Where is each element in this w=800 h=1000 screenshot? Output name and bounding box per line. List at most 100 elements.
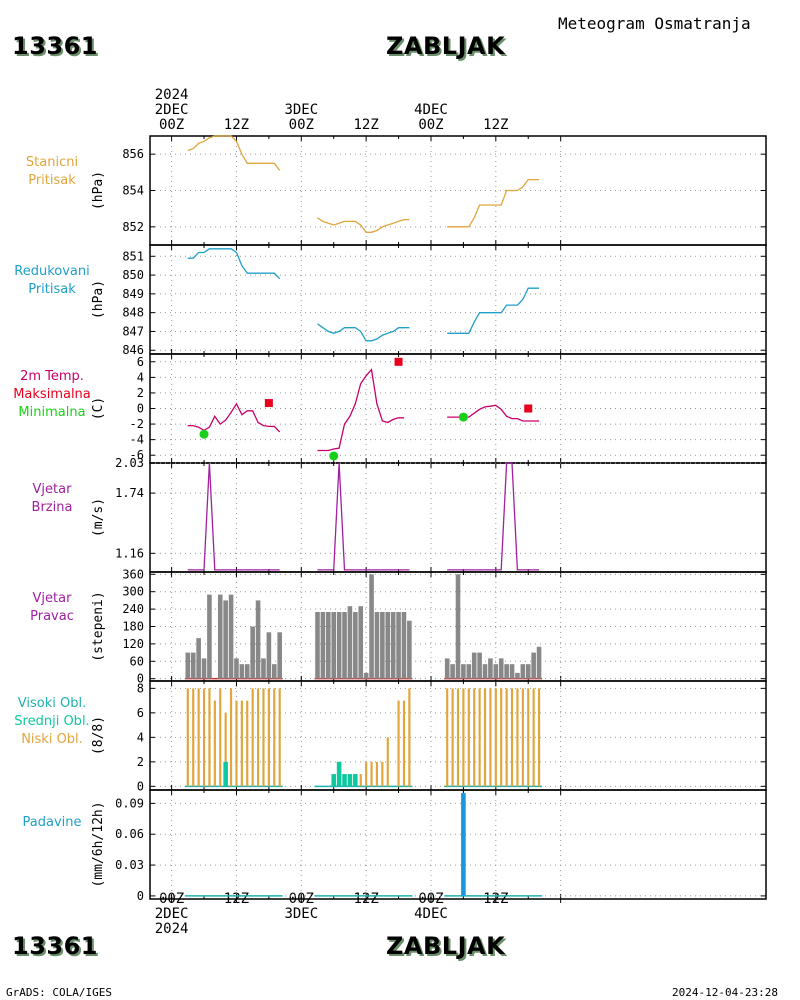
- wind-dir-bar: [217, 594, 223, 679]
- wind-dir-bar: [396, 612, 401, 679]
- panel-stanicni: 852 854 856 (hPa) Stanicni Pritisak: [26, 135, 767, 246]
- wind-dir-bar: [407, 620, 412, 679]
- wind-dir-bar: [363, 672, 369, 679]
- wind-dir-bar: [336, 612, 342, 679]
- wind-dir-bar: [320, 612, 326, 679]
- panel-title: Redukovani: [14, 264, 89, 279]
- cloud-bar: [347, 774, 353, 787]
- wind-dir-bar: [261, 658, 266, 679]
- cloud-bar: [219, 688, 222, 787]
- wind-dir-bar: [326, 612, 331, 679]
- y-tick-label: 846: [122, 343, 144, 357]
- y-tick-label: 851: [122, 249, 144, 263]
- y-tick-label: 852: [122, 220, 144, 234]
- cloud-bar: [505, 688, 508, 787]
- cloud-bar: [478, 688, 481, 787]
- y-tick-label: 6: [137, 706, 144, 720]
- wind-dir-bar: [244, 664, 250, 679]
- panel-unit: (hPa): [91, 171, 106, 210]
- y-tick-label: 847: [122, 324, 144, 338]
- panel-frame: [149, 244, 767, 355]
- cloud-bar: [532, 688, 535, 787]
- cloud-bar: [402, 700, 406, 787]
- cloud-bar: [240, 700, 243, 787]
- precip-bar: [461, 793, 466, 896]
- wind-dir-bar: [515, 672, 520, 679]
- cloud-bar: [537, 688, 541, 787]
- cloud-bar: [370, 761, 373, 787]
- time-label-bottom: 4DEC: [414, 906, 448, 922]
- temp-min-marker: [199, 429, 209, 439]
- panel-frame: [149, 353, 767, 464]
- cloud-bar: [229, 688, 233, 787]
- wind-dir-bar: [353, 612, 358, 679]
- y-tick-label: 0: [137, 402, 144, 416]
- cloud-bar: [456, 688, 460, 787]
- time-label-top: 00Z: [159, 117, 184, 133]
- panel-title: Minimalna: [18, 405, 85, 420]
- wind-dir-bar: [255, 600, 261, 679]
- series-line: [187, 248, 281, 280]
- panel-unit: (m/s): [91, 498, 106, 537]
- station-name-bottom: ZABLJAK: [386, 932, 506, 960]
- y-tick-label: 1.74: [115, 486, 144, 500]
- wind-dir-bar: [196, 638, 201, 679]
- panel-unit: (hPa): [91, 280, 106, 319]
- y-tick-label: 240: [122, 602, 144, 616]
- wind-dir-bar: [471, 652, 477, 679]
- y-tick-label: 300: [122, 585, 144, 599]
- panel-temperatura: -6-4 -20 2 46 (C) 2m Temp. Maksimalna Minimalna: [13, 353, 767, 464]
- panel-frame: [149, 462, 767, 573]
- cloud-bar: [353, 774, 358, 787]
- cloud-bar: [235, 700, 238, 787]
- cloud-bar: [246, 700, 249, 787]
- cloud-bar: [510, 688, 514, 787]
- time-label-top: 2DEC: [155, 102, 189, 118]
- cloud-bar: [223, 761, 228, 787]
- y-tick-label: -2: [130, 417, 144, 431]
- panel-title: Padavine: [23, 815, 82, 830]
- cloud-bar: [397, 700, 400, 787]
- panel-title: Vjetar: [33, 482, 73, 497]
- time-label-bottom: 3DEC: [284, 906, 318, 922]
- wind-dir-bar: [461, 664, 466, 679]
- cloud-bar: [208, 688, 211, 787]
- wind-dir-bar: [190, 652, 196, 679]
- y-tick-label: 8: [137, 681, 144, 695]
- series-line: [187, 402, 281, 433]
- cloud-bar: [213, 700, 216, 787]
- cloud-bar: [256, 688, 260, 787]
- wind-dir-bar: [250, 626, 255, 679]
- wind-dir-bar: [455, 574, 461, 679]
- cloud-bar: [359, 774, 362, 787]
- time-label-top: 00Z: [289, 117, 314, 133]
- wind-dir-bar: [207, 594, 212, 679]
- product-title: Meteogram Osmatranja: [558, 14, 751, 33]
- wind-dir-bar: [444, 658, 450, 679]
- wind-dir-bar: [450, 664, 455, 679]
- panel-title: 2m Temp.: [20, 369, 84, 384]
- y-tick-label: -6: [130, 448, 144, 462]
- wind-dir-bar: [223, 600, 228, 679]
- wind-dir-bar: [266, 632, 272, 679]
- time-label-top: 00Z: [418, 117, 443, 133]
- series-line: [187, 135, 281, 171]
- station-id-bottom: 13361: [12, 932, 98, 960]
- wind-dir-bar: [531, 652, 536, 679]
- wind-dir-bar: [482, 664, 488, 679]
- wind-dir-bar: [509, 664, 515, 679]
- panel-frame: [149, 135, 767, 246]
- cloud-bar: [331, 774, 337, 787]
- y-tick-label: -4: [130, 433, 144, 447]
- wind-dir-bar: [477, 652, 482, 679]
- y-tick-label: 0.06: [115, 827, 144, 841]
- wind-dir-bar: [466, 664, 472, 679]
- panel-title: Visoki Obl.: [18, 696, 86, 711]
- wind-dir-bar: [358, 606, 364, 679]
- cloud-bar: [365, 761, 368, 787]
- panel-unit: (stepeni): [91, 591, 106, 661]
- panel-unit: (mm/6h/12h): [91, 801, 106, 887]
- time-label-top: 4DEC: [414, 102, 448, 118]
- cloud-bar: [267, 688, 270, 787]
- panel-title: Pritisak: [28, 173, 76, 188]
